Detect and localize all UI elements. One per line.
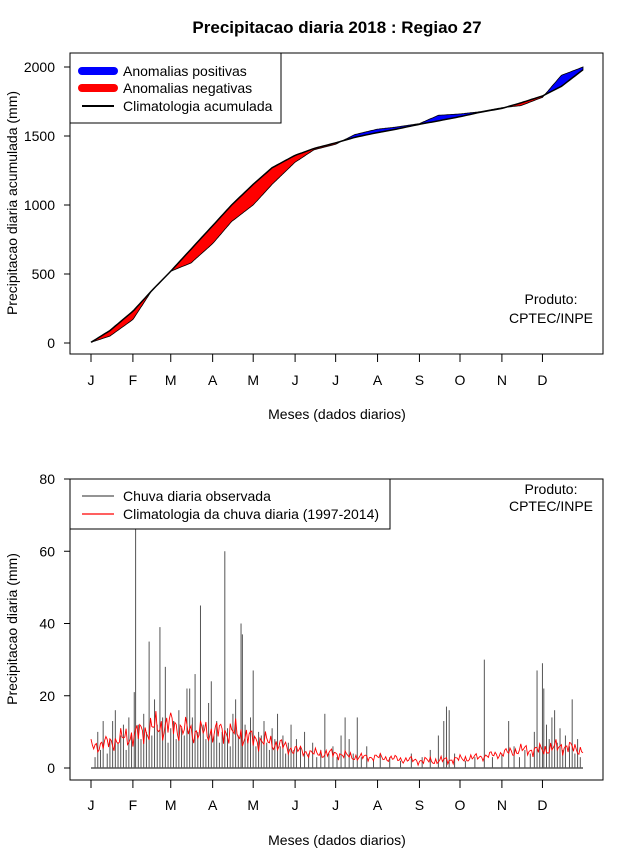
top-x-tick-label: F bbox=[129, 372, 138, 388]
bottom-x-tick-label: N bbox=[497, 797, 507, 813]
bottom-y-tick-label: 60 bbox=[39, 543, 55, 559]
bottom-x-tick-label: J bbox=[88, 797, 95, 813]
bottom-x-tick-label: A bbox=[208, 797, 218, 813]
top-y-tick-label: 1000 bbox=[24, 197, 55, 213]
bottom-x-tick-label: A bbox=[373, 797, 383, 813]
top-plot-frame bbox=[69, 52, 604, 355]
negative-anomaly-area bbox=[171, 140, 343, 272]
positive-anomaly-area bbox=[544, 66, 584, 96]
bottom-x-tick-label: D bbox=[537, 797, 547, 813]
bottom-x-tick-label: O bbox=[455, 797, 466, 813]
bottom-legend: Chuva diaria observada Climatologia da c… bbox=[69, 478, 391, 530]
top-x-tick-label: J bbox=[88, 372, 95, 388]
bottom-product-label: Produto: bbox=[525, 481, 578, 497]
top-y-tick-label: 2000 bbox=[24, 59, 55, 75]
legend-negative-label: Anomalias negativas bbox=[123, 80, 252, 96]
bottom-y-tick-label: 20 bbox=[39, 688, 55, 704]
bottom-x-tick-label: J bbox=[332, 797, 339, 813]
top-y-tick-label: 500 bbox=[32, 266, 56, 282]
climatology-daily-line bbox=[90, 711, 584, 767]
top-x-tick-label: J bbox=[332, 372, 339, 388]
figure-title: Precipitacao diaria 2018 : Regiao 27 bbox=[192, 18, 481, 37]
top-x-tick-label: N bbox=[497, 372, 507, 388]
negative-anomaly-areas bbox=[92, 93, 546, 343]
daily-climatology bbox=[90, 711, 584, 767]
top-y-tick-label: 0 bbox=[47, 335, 55, 351]
legend-climatology-label: Climatologia acumulada bbox=[123, 98, 273, 114]
daily-bars bbox=[91, 525, 583, 769]
top-y-axis-label: Precipitacao diaria acumulada (mm) bbox=[4, 91, 20, 315]
bottom-y-tick-label: 40 bbox=[39, 616, 55, 632]
top-product-label: Produto: bbox=[525, 291, 578, 307]
top-x-tick-label: A bbox=[373, 372, 383, 388]
bottom-x-tick-label: M bbox=[247, 797, 259, 813]
bottom-product-source: CPTEC/INPE bbox=[509, 498, 593, 514]
accumulated-panel: 0 500 1000 1500 2000 J F M A M J J A S O N D Precipitac… bbox=[4, 52, 604, 422]
top-product-source: CPTEC/INPE bbox=[509, 310, 593, 326]
top-x-tick-label: M bbox=[247, 372, 259, 388]
top-x-axis-label: Meses (dados diarios) bbox=[268, 406, 406, 422]
daily-panel: 0 20 40 60 80 J F M A M J J A S O N D Precipitacao diar… bbox=[4, 471, 604, 848]
bottom-y-tick-label: 80 bbox=[39, 471, 55, 487]
climatology-accumulated-line bbox=[90, 69, 584, 343]
bottom-x-tick-label: J bbox=[292, 797, 299, 813]
top-series bbox=[90, 66, 584, 343]
legend-climatology-daily-label: Climatologia da chuva diaria (1997-2014) bbox=[123, 506, 379, 522]
bottom-x-tick-label: M bbox=[165, 797, 177, 813]
bottom-x-tick-label: F bbox=[129, 797, 138, 813]
top-x-tick-label: D bbox=[537, 372, 547, 388]
top-legend: Anomalias positivas Anomalias negativas … bbox=[69, 52, 282, 124]
bottom-y-axis-label: Precipitacao diaria (mm) bbox=[4, 553, 20, 705]
bottom-x-tick-label: S bbox=[415, 797, 424, 813]
negative-anomaly-area bbox=[92, 290, 153, 343]
top-x-tick-label: A bbox=[208, 372, 218, 388]
legend-positive-label: Anomalias positivas bbox=[123, 63, 247, 79]
top-x-tick-label: S bbox=[415, 372, 424, 388]
bottom-x-axis-label: Meses (dados diarios) bbox=[268, 832, 406, 848]
top-x-tick-label: O bbox=[455, 372, 466, 388]
legend-observed-label: Chuva diaria observada bbox=[123, 488, 271, 504]
top-y-tick-label: 1500 bbox=[24, 128, 55, 144]
bottom-legend-box bbox=[69, 478, 391, 530]
top-x-tick-label: J bbox=[292, 372, 299, 388]
top-y-axis: 0 500 1000 1500 2000 bbox=[24, 59, 70, 351]
bottom-y-axis: 0 20 40 60 80 bbox=[39, 471, 70, 776]
top-x-tick-label: M bbox=[165, 372, 177, 388]
bottom-y-tick-label: 0 bbox=[47, 760, 55, 776]
